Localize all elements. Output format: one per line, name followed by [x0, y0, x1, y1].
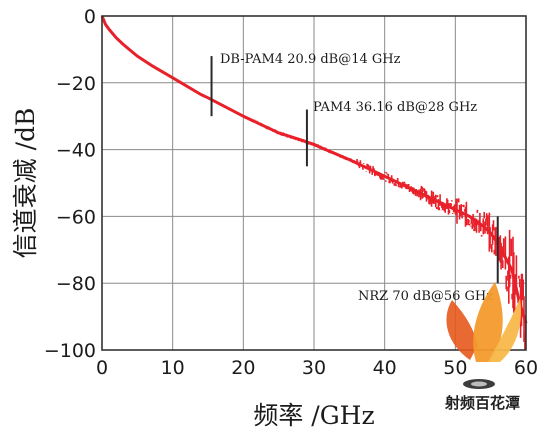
y-tick-label: −80: [56, 273, 96, 295]
watermark-flame-mid: [473, 282, 503, 362]
annotations: DB-PAM4 20.9 dB@14 GHz PAM4 36.16 dB@28 G…: [210, 52, 499, 304]
x-tick-label: 40: [373, 357, 397, 379]
watermark-flame-back: [446, 300, 478, 360]
x-tick-label: 0: [96, 357, 108, 379]
y-tick-label: 0: [84, 6, 96, 28]
y-tick-label: −60: [56, 206, 96, 228]
x-tick-label: 10: [161, 357, 185, 379]
watermark-logo: 射频百花潭: [444, 282, 522, 412]
y-tick-label: −40: [56, 140, 96, 162]
annotation-label-0: DB-PAM4 20.9 dB@14 GHz: [220, 52, 401, 67]
x-axis-title: 频率 /GHz: [253, 401, 374, 430]
x-tick-label: 30: [302, 357, 326, 379]
tick-labels: 0 10 20 30 40 50 60 0 −20 −40 −60 −80 −100: [44, 6, 538, 379]
series-line: [100, 15, 528, 324]
annotation-label-1: PAM4 36.16 dB@28 GHz: [313, 100, 477, 115]
watermark-text: 射频百花潭: [444, 394, 520, 412]
watermark-disc-inner: [471, 381, 487, 387]
annotation-label-2: NRZ 70 dB@56 GHz: [358, 289, 493, 304]
plot-frame: [101, 15, 527, 351]
y-tick-label: −100: [44, 340, 96, 362]
y-axis-title: 信道衰减 /dB: [11, 108, 40, 259]
x-tick-label: 50: [443, 357, 467, 379]
x-tick-label: 20: [231, 357, 255, 379]
x-tick-label: 60: [514, 357, 538, 379]
y-tick-label: −20: [56, 73, 96, 95]
watermark-flame-front: [488, 298, 522, 362]
